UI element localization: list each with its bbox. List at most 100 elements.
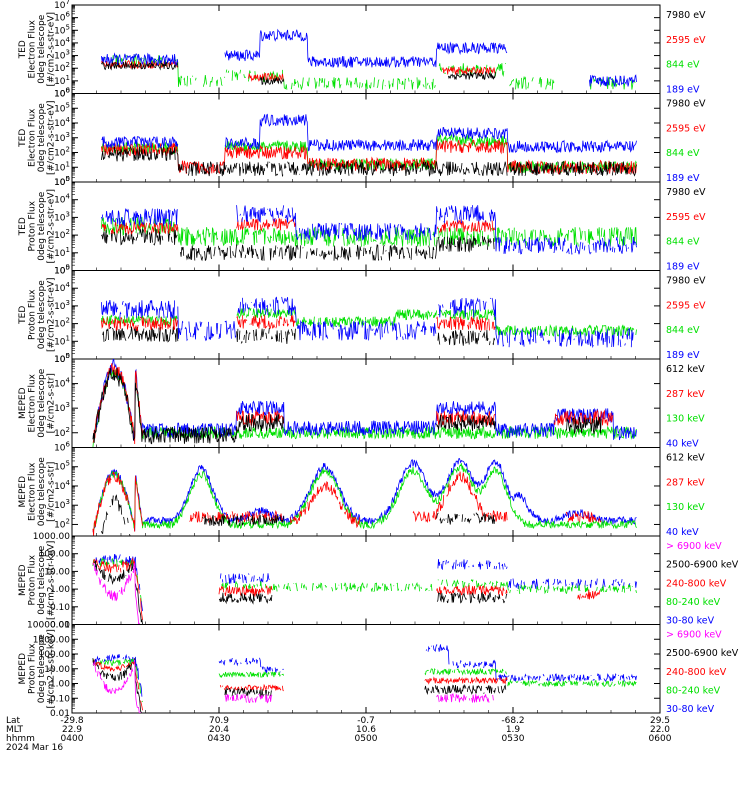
y-tick-label: 100.00 [39, 550, 71, 560]
y-axis-title-line: Proton Flux [27, 200, 37, 251]
y-axis-title-line: TED [18, 129, 28, 148]
series-line-4 [93, 658, 507, 713]
series-group [93, 644, 637, 713]
x-tick-hhmm: 0430 [208, 734, 231, 744]
x-axis-row-label: Lat [6, 716, 21, 726]
y-axis-title-line: Electron Flux [27, 108, 37, 167]
legend-entry: 2595 eV [666, 300, 706, 311]
legend-entry: 240-800 keV [666, 667, 727, 678]
panel-8: 0.010.101.0010.00100.001000.0010000.00ME… [18, 621, 739, 720]
series-line-2 [92, 557, 637, 602]
series-group [92, 554, 637, 625]
y-tick-label: 103 [54, 131, 70, 144]
y-tick-label: 104 [54, 281, 70, 294]
y-tick-label: 0.10 [50, 694, 70, 704]
y-tick-label: 103 [54, 210, 70, 223]
series-line-1 [92, 457, 637, 532]
y-axis-title: TED Electron Flux 0deg telescope [#/cm2-s-s… [18, 100, 57, 175]
y-tick-label: 102 [54, 61, 70, 74]
legend-entry: 287 keV [666, 477, 705, 488]
x-tick-hhmm: 0600 [649, 734, 672, 744]
y-tick-label: 106 [54, 441, 70, 454]
x-tick-mlt: 1.9 [506, 725, 521, 735]
series-line-3 [101, 314, 496, 331]
y-tick-label: 104 [54, 36, 70, 49]
x-tick-lat: 70.9 [209, 716, 229, 726]
panel-frame [71, 4, 661, 94]
legend-entry: 2595 eV [666, 212, 706, 223]
y-tick-label: 103 [54, 498, 70, 511]
y-tick-label: 103 [54, 49, 70, 62]
y-axis-title-line: MEPED [18, 476, 28, 508]
panel-5: 102 103 104 105 MEPED Electron Flux 0deg teles… [18, 352, 705, 450]
y-axis-title: TED Proton Flux 0deg telescope [#/cm2-s-str… [18, 277, 57, 352]
y-tick-label: 102 [54, 146, 70, 159]
y-tick-label: 102 [54, 228, 70, 241]
y-axis-title-line: 0deg telescope [37, 191, 47, 261]
legend-entry: 7980 eV [666, 276, 706, 287]
series-line-4 [101, 494, 496, 536]
legend-entry: 612 keV [666, 453, 705, 464]
y-axis-title-line: Electron Flux [27, 462, 37, 521]
x-tick-mlt: 22.0 [650, 725, 670, 735]
legend-entry: 7980 eV [666, 187, 706, 198]
y-axis-title: MEPED Electron Flux 0deg telescope [#/cm2-s… [18, 457, 57, 527]
x-tick-hhmm: 0530 [502, 734, 525, 744]
y-axis-title-line: [#/cm2-s-str-eV] [46, 189, 56, 264]
y-tick-label: 0.10 [50, 603, 70, 613]
series-line-2 [101, 227, 495, 262]
x-axis-row-label: MLT [6, 725, 24, 735]
series-line-2 [102, 326, 496, 346]
y-tick-label: 105 [54, 101, 70, 114]
legend-entry: 2500-6900 keV [666, 560, 739, 571]
y-tick-label: 101 [54, 160, 70, 173]
legend-entry: 189 eV [666, 262, 700, 273]
series-group [92, 457, 637, 536]
series-line-4 [101, 113, 637, 154]
y-tick-label: 103 [54, 401, 70, 414]
y-axis-title-line: [#/cm2-s-str-eV] [46, 12, 56, 87]
y-tick-label: 1.00 [50, 680, 70, 690]
panel-frame [71, 535, 661, 625]
legend-entry: 2595 eV [666, 35, 706, 46]
series-line-2 [92, 359, 637, 441]
y-axis-title: MEPED Electron Flux 0deg telescope [#/cm2-s… [18, 368, 57, 438]
y-tick-label: 103 [54, 299, 70, 312]
series-group [92, 359, 637, 448]
legend-entry: 612 keV [666, 364, 705, 375]
y-tick-label: 104 [54, 193, 70, 206]
legend-entry: 189 eV [666, 85, 700, 96]
y-axis-title-line: 0deg telescope [37, 634, 47, 704]
y-tick-label: 101 [54, 74, 70, 87]
series-line-2 [101, 138, 637, 176]
legend-entry: 30-80 keV [666, 704, 715, 715]
series-line-5 [92, 562, 143, 625]
y-tick-label: 10000.00 [27, 621, 70, 631]
y-axis-title-line: [#/cm2-s-str-keV] [46, 629, 56, 708]
panel-6: 102 103 104 105 106 MEPED Electron Flux 0deg te… [18, 441, 705, 539]
y-axis-title-line: [#/cm2-s-str] [46, 462, 56, 522]
y-tick-label: 101 [54, 334, 70, 347]
y-tick-label: 102 [54, 317, 70, 330]
legend-entry: 40 keV [666, 527, 699, 538]
y-tick-label: 105 [54, 264, 70, 277]
series-line-5 [93, 661, 496, 713]
legend-entry: 844 eV [666, 325, 700, 336]
y-tick-label: 105 [54, 460, 70, 473]
y-tick-label: 10.00 [44, 665, 70, 675]
legend-entry: 130 keV [666, 414, 705, 425]
x-tick-lat: -68.2 [501, 716, 524, 726]
series-line-2 [92, 658, 637, 703]
y-axis-title-line: MEPED [18, 387, 28, 419]
y-axis-title-line: MEPED [18, 653, 28, 685]
y-tick-label: 10.00 [44, 567, 70, 577]
series-group [101, 297, 636, 348]
x-axis-row-label: hhmm [6, 734, 35, 744]
legend-entry: 844 eV [666, 237, 700, 248]
series-line-2 [92, 463, 637, 531]
